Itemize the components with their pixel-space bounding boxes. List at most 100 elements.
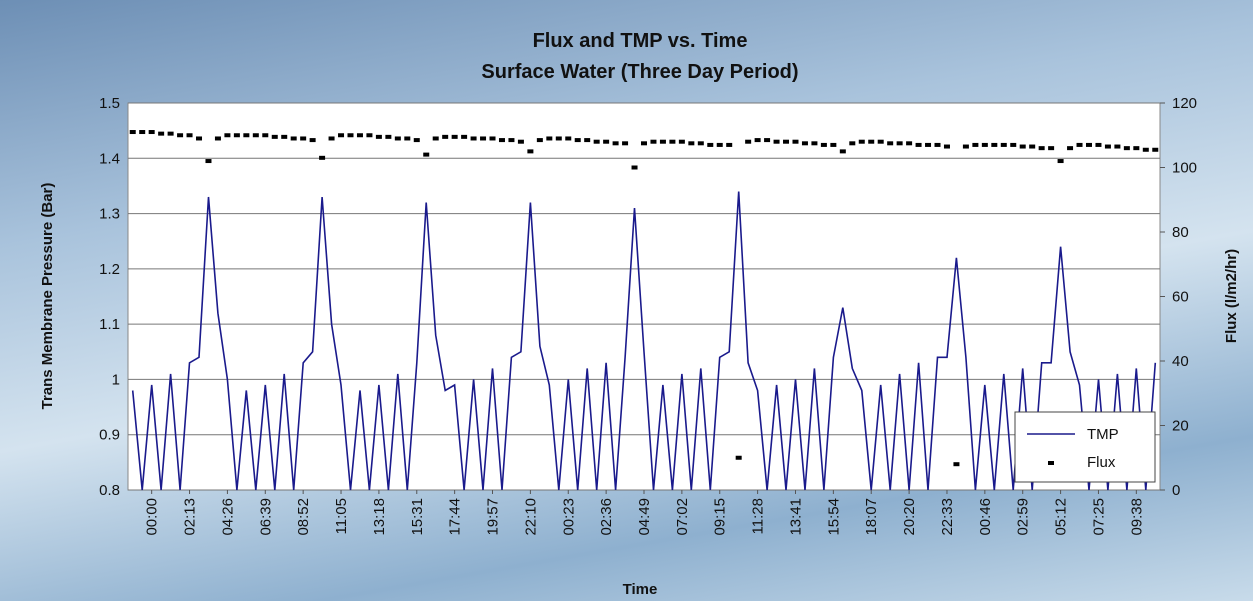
- flux-marker: [432, 136, 439, 141]
- y2-tick-label: 60: [1172, 289, 1189, 306]
- flux-marker: [319, 155, 326, 160]
- flux-marker: [565, 136, 572, 141]
- x-tick-label: 11:28: [750, 498, 767, 534]
- flux-marker: [887, 141, 894, 146]
- flux-marker: [641, 141, 647, 146]
- flux-marker: [716, 142, 723, 147]
- flux-marker: [688, 141, 695, 146]
- flux-marker: [347, 133, 354, 138]
- flux-marker: [574, 138, 581, 143]
- flux-marker: [764, 138, 771, 143]
- legend-box: [1014, 411, 1156, 483]
- x-tick-label: 09:15: [712, 498, 729, 536]
- flux-marker: [678, 139, 685, 144]
- flux-marker: [1010, 142, 1017, 147]
- x-tick-label: 02:36: [598, 498, 615, 536]
- flux-marker: [1029, 144, 1036, 149]
- flux-marker: [622, 141, 629, 146]
- flux-marker: [925, 142, 932, 147]
- x-tick-label: 07:25: [1090, 498, 1107, 536]
- flux-marker: [205, 159, 212, 164]
- flux-marker: [972, 142, 979, 147]
- flux-marker: [498, 138, 505, 143]
- flux-marker: [943, 144, 950, 149]
- flux-marker: [896, 141, 903, 146]
- flux-marker: [811, 141, 818, 146]
- flux-marker: [243, 133, 250, 138]
- flux-marker: [555, 136, 562, 141]
- flux-marker: [1038, 146, 1045, 151]
- flux-marker: [1076, 142, 1083, 147]
- x-tick-label: 04:26: [219, 498, 236, 536]
- x-tick-label: 02:59: [1015, 498, 1032, 536]
- x-tick-label: 00:00: [144, 498, 161, 536]
- plot-area: [127, 102, 1161, 491]
- flux-marker: [697, 141, 704, 146]
- flux-marker: [536, 138, 543, 143]
- y2-tick-label: 80: [1172, 224, 1189, 241]
- y2-tick-label: 40: [1172, 353, 1189, 370]
- flux-marker: [801, 141, 808, 146]
- flux-marker: [413, 138, 420, 143]
- flux-marker: [792, 139, 799, 144]
- flux-marker: [773, 139, 780, 144]
- x-tick-label: 02:13: [182, 498, 199, 536]
- flux-marker: [546, 136, 553, 141]
- flux-marker: [1142, 147, 1149, 152]
- flux-marker: [309, 138, 316, 143]
- flux-marker: [726, 142, 733, 147]
- flux-marker: [669, 139, 676, 144]
- legend: TMP Flux: [1014, 411, 1156, 483]
- x-tick-label: 18:07: [863, 498, 880, 536]
- flux-marker: [868, 139, 875, 144]
- flux-marker: [1095, 142, 1102, 147]
- flux-marker: [375, 134, 382, 139]
- flux-marker: [1104, 144, 1111, 149]
- x-tick-label: 00:46: [977, 498, 994, 536]
- flux-marker: [356, 133, 363, 138]
- flux-marker: [820, 142, 827, 147]
- flux-marker: [584, 138, 591, 143]
- flux-marker: [252, 133, 259, 138]
- flux-marker: [1000, 142, 1007, 147]
- y-tick-label: 1: [112, 371, 120, 388]
- y-tick-label: 1.2: [99, 261, 120, 278]
- x-tick-label: 17:44: [447, 498, 464, 536]
- flux-marker: [508, 138, 515, 143]
- flux-marker: [148, 130, 155, 135]
- flux-marker: [442, 134, 449, 139]
- x-tick-label: 11:05: [333, 498, 350, 534]
- flux-marker: [1048, 146, 1055, 151]
- flux-marker: [338, 133, 345, 138]
- flux-marker: [659, 139, 666, 144]
- x-tick-label: 00:23: [560, 498, 577, 536]
- x-tick-label: 08:52: [295, 498, 312, 536]
- flux-marker: [839, 149, 846, 154]
- x-tick-label: 04:49: [636, 498, 653, 536]
- flux-marker: [953, 462, 960, 467]
- flux-marker: [934, 142, 941, 147]
- flux-marker: [300, 136, 307, 141]
- x-tick-label: 07:02: [674, 498, 691, 536]
- flux-marker: [233, 133, 240, 138]
- flux-marker: [858, 139, 865, 144]
- x-tick-label: 13:18: [371, 498, 388, 536]
- x-tick-label: 05:12: [1053, 498, 1070, 536]
- flux-marker: [281, 134, 288, 139]
- x-tick-label: 15:31: [409, 498, 426, 536]
- flux-marker: [129, 130, 136, 135]
- flux-marker: [480, 136, 487, 141]
- x-tick-label: 15:54: [825, 498, 842, 536]
- flux-marker: [754, 138, 761, 143]
- y2-tick-label: 120: [1172, 95, 1197, 112]
- flux-marker: [962, 144, 969, 149]
- flux-marker: [290, 136, 297, 141]
- flux-marker: [612, 141, 619, 146]
- flux-marker: [489, 136, 496, 141]
- chart-subtitle: Surface Water (Three Day Period): [481, 61, 798, 83]
- flux-marker: [1133, 146, 1140, 151]
- flux-marker: [167, 131, 174, 136]
- flux-marker: [385, 134, 392, 139]
- flux-marker: [158, 131, 165, 136]
- y2-tick-label: 0: [1172, 482, 1180, 499]
